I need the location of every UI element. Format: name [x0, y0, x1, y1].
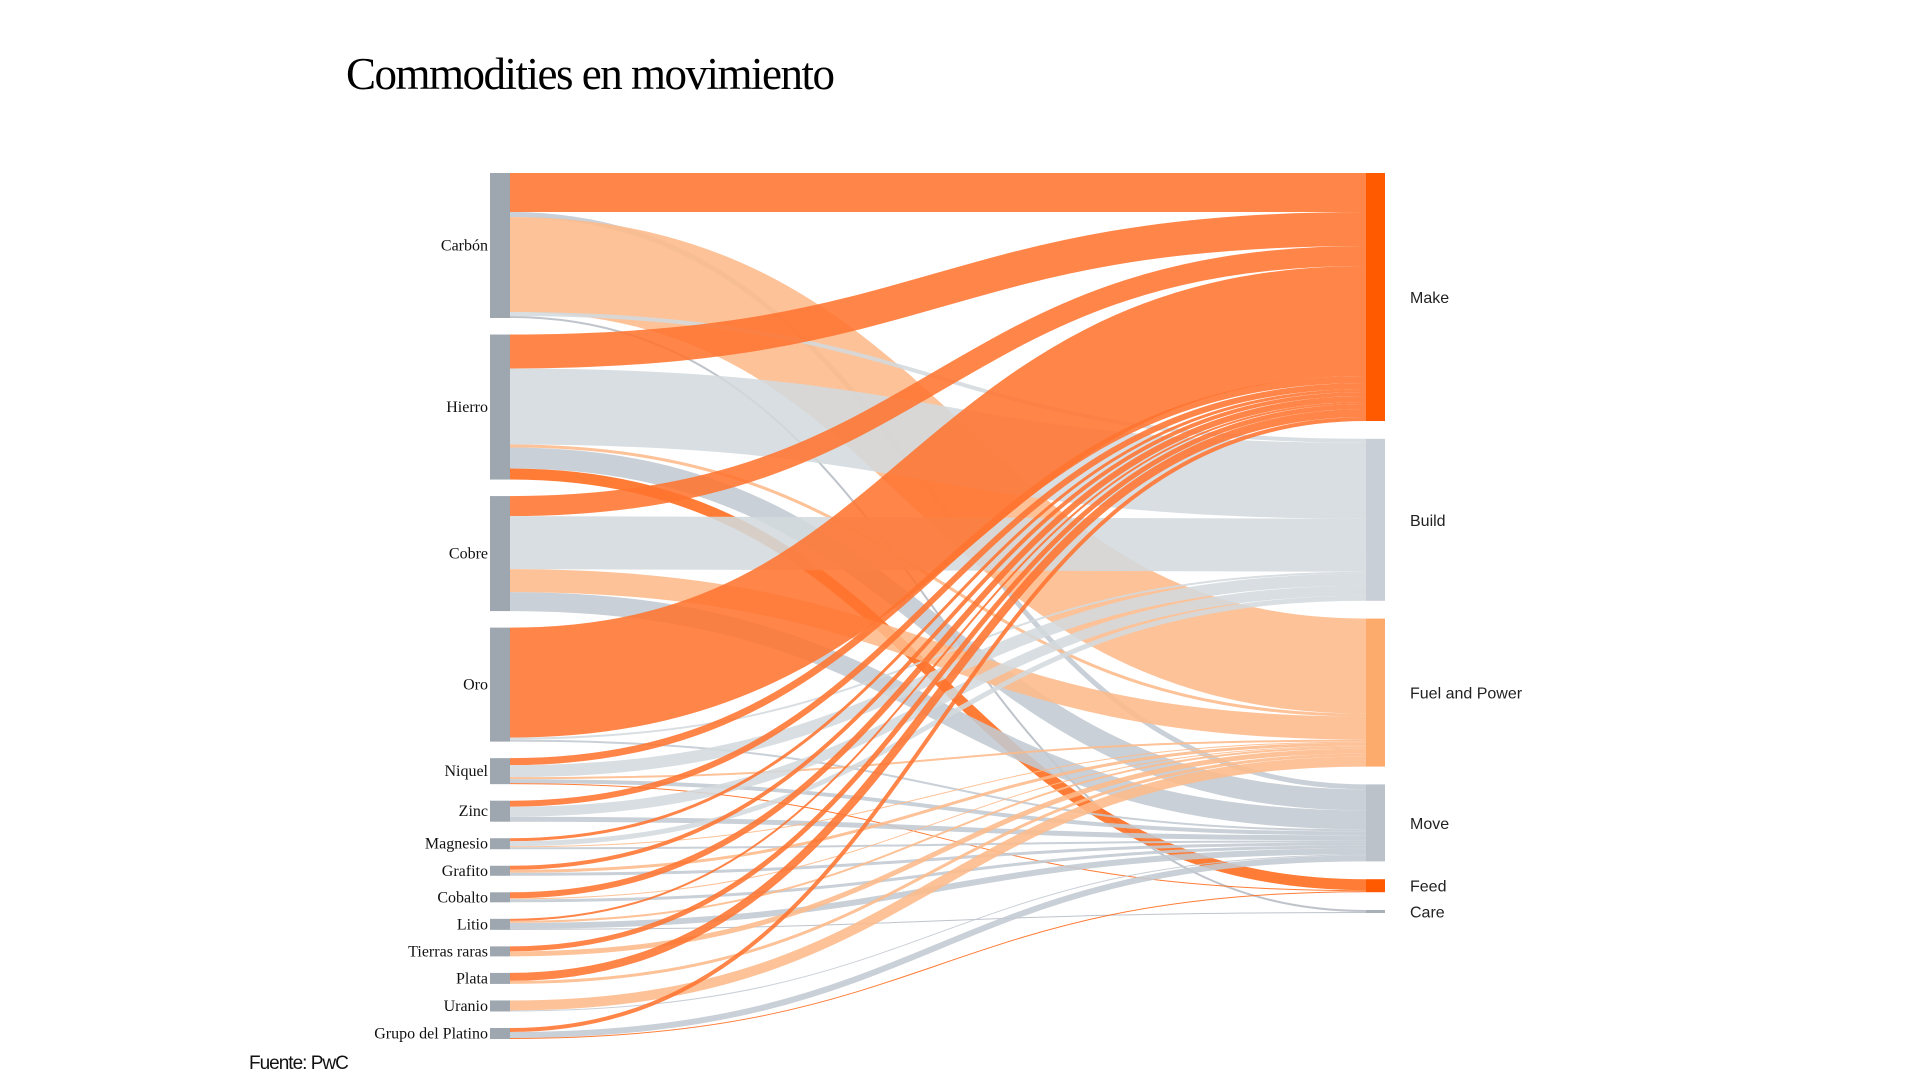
- node-cobre[interactable]: [490, 496, 510, 612]
- link-cobalto-to-move[interactable]: [509, 845, 1367, 903]
- link-niquel-to-fuel-and-power[interactable]: [509, 739, 1367, 780]
- link-oro-to-move[interactable]: [509, 739, 1367, 832]
- link-cobre-to-make[interactable]: [509, 246, 1367, 517]
- link-magnesio-to-move[interactable]: [509, 840, 1367, 850]
- chart-title: Commodities en movimiento: [346, 49, 835, 99]
- node-plata[interactable]: [490, 972, 510, 984]
- node-carbon[interactable]: [490, 173, 510, 318]
- node-zinc[interactable]: [490, 800, 510, 822]
- link-hierro-to-fuel-and-power[interactable]: [509, 444, 1367, 717]
- link-uranio-to-fuel-and-power[interactable]: [509, 756, 1367, 1011]
- link-cobre-to-fuel-and-power[interactable]: [509, 569, 1367, 740]
- node-niquel[interactable]: [490, 758, 510, 785]
- node-build[interactable]: [1366, 438, 1385, 601]
- label-fuel-and-power: Fuel and Power: [1410, 686, 1523, 703]
- link-oro-to-build[interactable]: [509, 571, 1367, 740]
- node-hierro[interactable]: [490, 334, 510, 480]
- label-move: Move: [1410, 816, 1449, 833]
- link-litio-to-fuel-and-power[interactable]: [509, 746, 1367, 923]
- label-cobre: Cobre: [449, 546, 488, 563]
- label-grupo-del-platino: Grupo del Platino: [374, 1026, 488, 1043]
- label-care: Care: [1410, 905, 1445, 922]
- link-plata-to-fuel-and-power[interactable]: [509, 753, 1367, 984]
- node-cobalto[interactable]: [490, 892, 510, 903]
- link-tierras-raras-to-make[interactable]: [509, 404, 1367, 952]
- link-uranio-to-move[interactable]: [509, 854, 1367, 1012]
- label-litio: Litio: [457, 916, 488, 933]
- link-plata-to-make[interactable]: [509, 409, 1367, 981]
- label-magnesio: Magnesio: [425, 836, 488, 853]
- link-niquel-to-make[interactable]: [509, 376, 1367, 766]
- label-niquel: Niquel: [444, 763, 488, 780]
- sankey-links: [509, 172, 1367, 1039]
- label-uranio: Uranio: [444, 998, 488, 1015]
- node-uranio[interactable]: [490, 1000, 510, 1012]
- link-litio-to-make[interactable]: [509, 402, 1367, 921]
- link-grafito-to-make[interactable]: [509, 392, 1367, 870]
- node-litio[interactable]: [490, 918, 510, 930]
- node-oro[interactable]: [490, 627, 510, 742]
- label-tierras-raras: Tierras raras: [408, 943, 488, 960]
- label-hierro: Hierro: [446, 399, 488, 416]
- label-carbon: Carbón: [441, 238, 488, 255]
- link-niquel-to-feed[interactable]: [509, 783, 1367, 892]
- node-make[interactable]: [1366, 173, 1385, 421]
- link-magnesio-to-make[interactable]: [509, 389, 1367, 842]
- link-grupo-del-platino-to-move[interactable]: [509, 855, 1367, 1038]
- label-plata: Plata: [456, 970, 488, 987]
- label-make: Make: [1410, 290, 1449, 307]
- sankey-nodes: [490, 173, 1385, 1039]
- link-zinc-to-make[interactable]: [509, 383, 1367, 807]
- node-care[interactable]: [1366, 910, 1385, 913]
- source-note: Fuente: PwC: [249, 1053, 349, 1074]
- node-feed[interactable]: [1366, 879, 1385, 893]
- label-feed: Feed: [1410, 879, 1446, 896]
- label-oro: Oro: [463, 677, 488, 694]
- link-hierro-to-make[interactable]: [509, 212, 1367, 369]
- node-move[interactable]: [1366, 784, 1385, 862]
- node-magnesio[interactable]: [490, 838, 510, 850]
- link-grupo-del-platino-to-make[interactable]: [509, 417, 1367, 1032]
- sankey-labels: Carbón Hierro Cobre Oro Niquel Zinc Magnesio Gr…: [374, 238, 1523, 1043]
- link-grupo-del-platino-to-feed[interactable]: [509, 891, 1367, 1039]
- link-cobalto-to-make[interactable]: [509, 396, 1367, 899]
- node-grafito[interactable]: [490, 865, 510, 876]
- link-oro-to-make[interactable]: [509, 266, 1367, 738]
- node-tierras-raras[interactable]: [490, 946, 510, 957]
- link-grafito-to-move[interactable]: [509, 842, 1367, 876]
- label-build: Build: [1410, 513, 1446, 530]
- label-cobalto: Cobalto: [437, 889, 488, 906]
- link-litio-to-care[interactable]: [509, 912, 1367, 930]
- node-grupo-del-platino[interactable]: [490, 1028, 510, 1039]
- label-grafito: Grafito: [442, 863, 488, 880]
- link-zinc-to-move[interactable]: [509, 816, 1367, 841]
- label-zinc: Zinc: [459, 803, 488, 820]
- node-fuel-and-power[interactable]: [1366, 618, 1385, 767]
